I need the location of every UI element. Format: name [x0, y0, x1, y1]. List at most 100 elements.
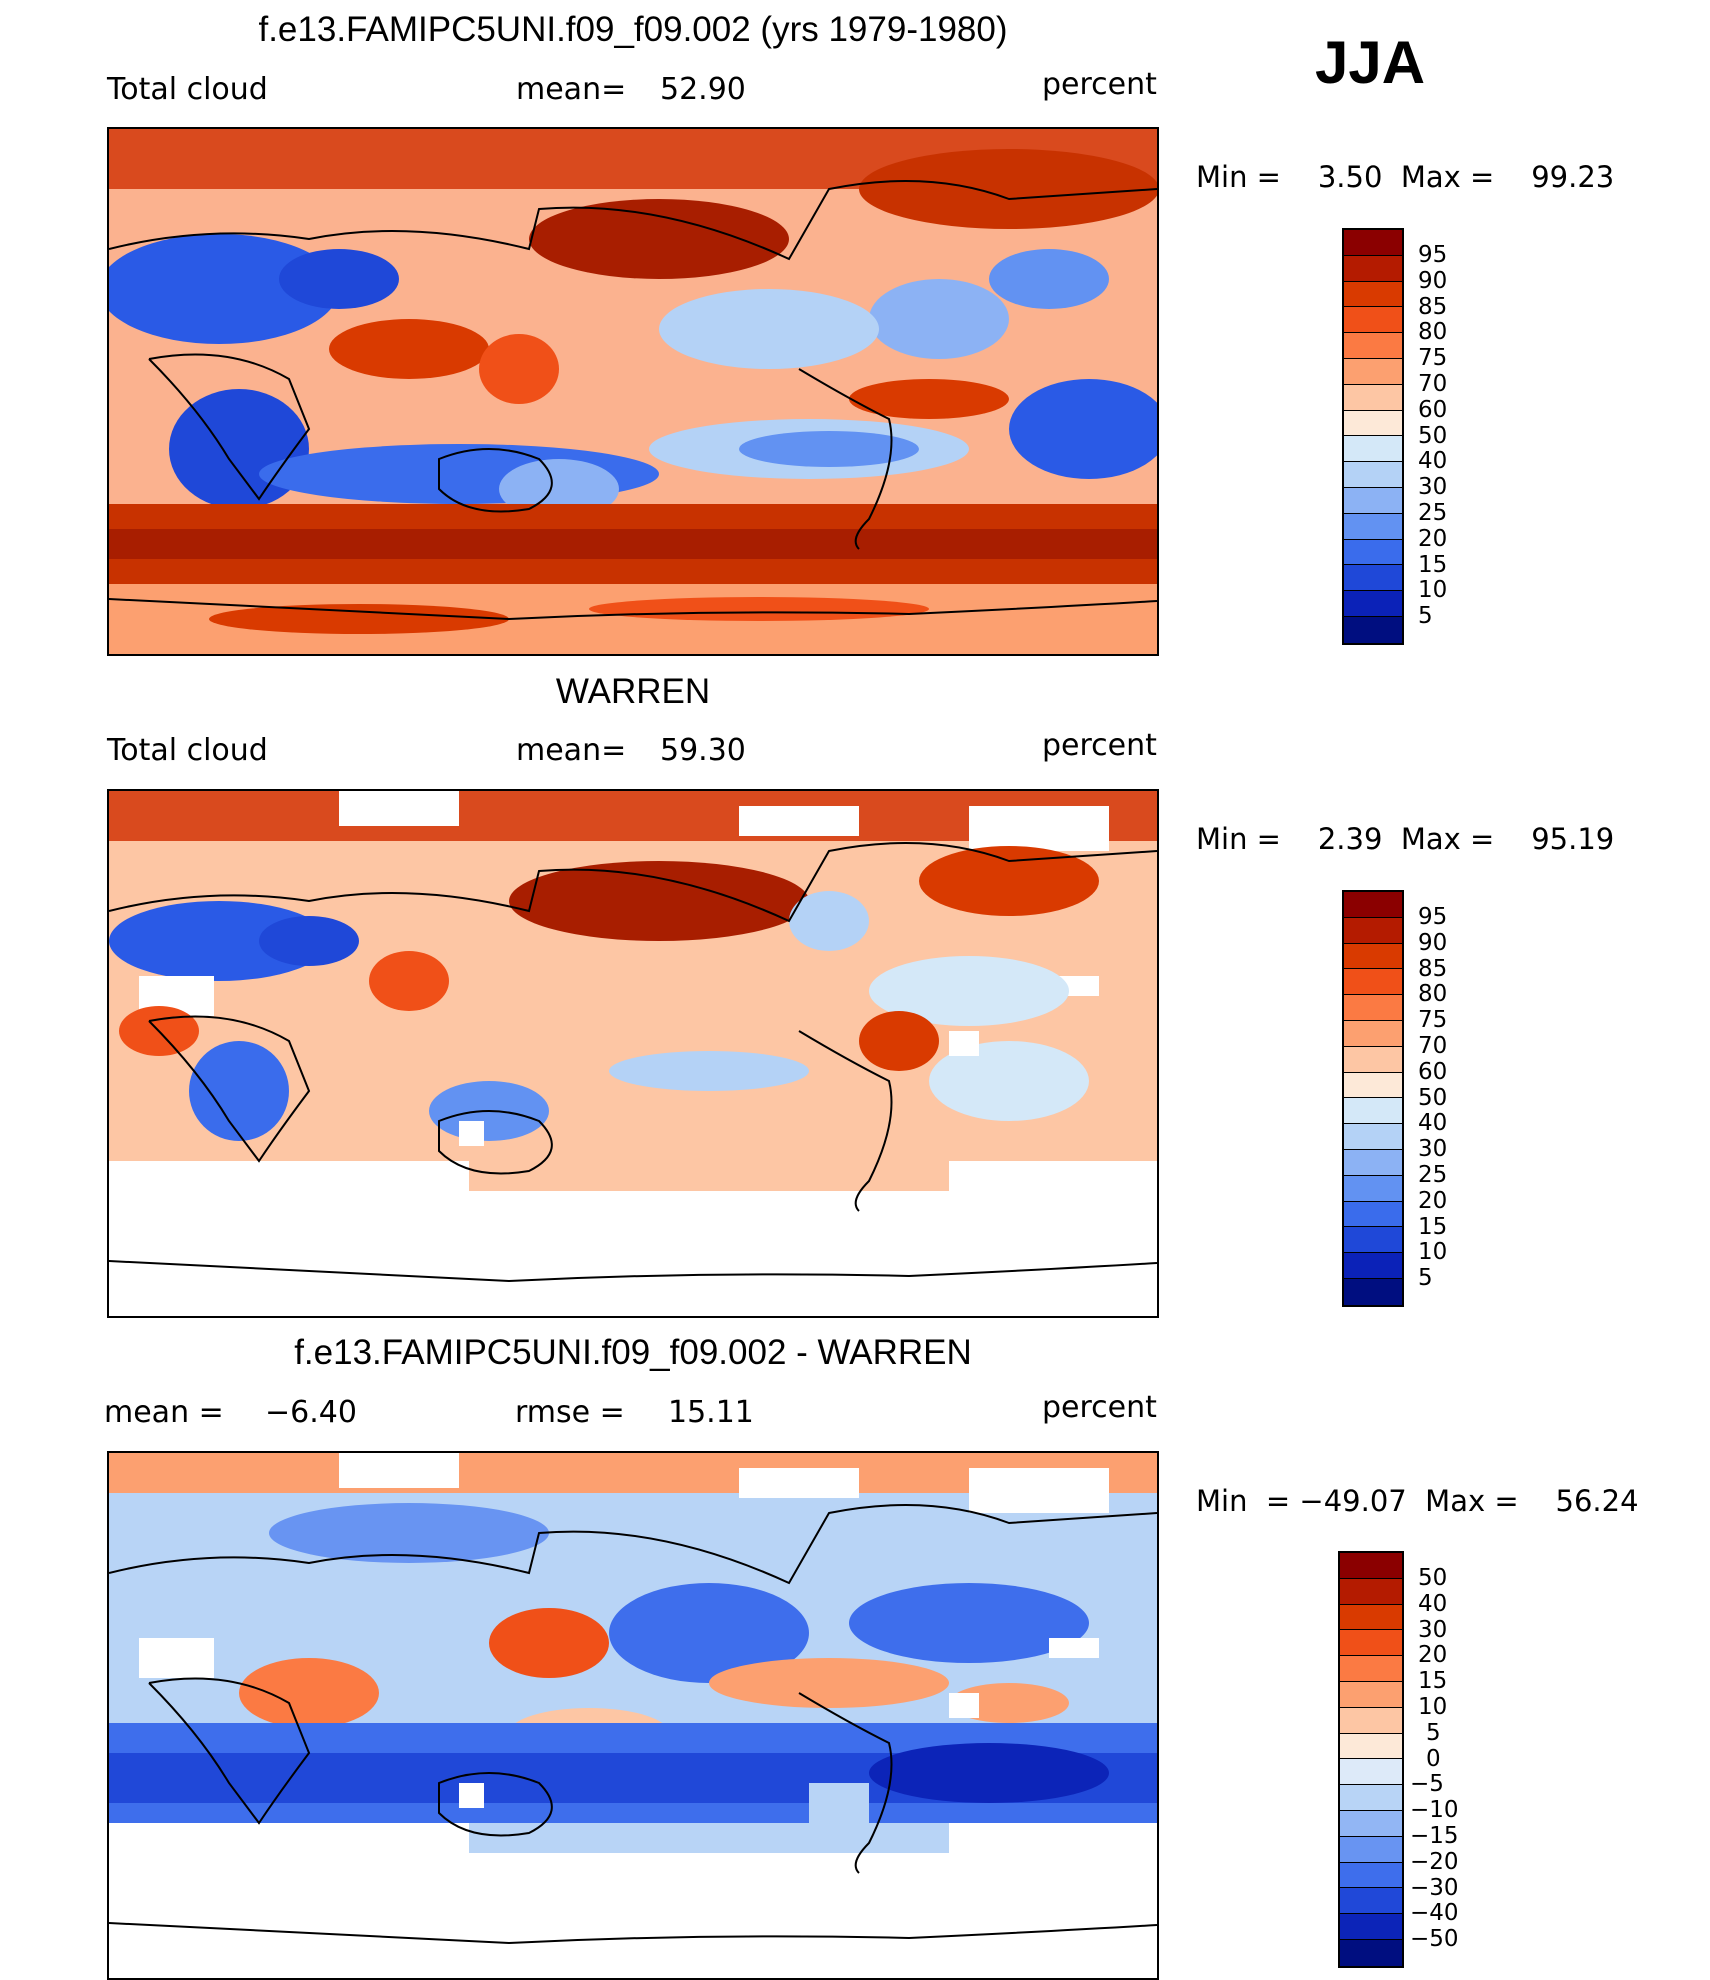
colorbar-label: −40 [1410, 1900, 1459, 1926]
colorbar-label: −50 [1410, 1926, 1459, 1952]
colorbar-swatch [1344, 565, 1402, 592]
colorbar-label: 95 [1418, 904, 1448, 930]
colorbar-label: 25 [1418, 500, 1448, 526]
colorbar-label: 40 [1418, 1110, 1448, 1136]
colorbar-label: −15 [1410, 1823, 1459, 1849]
panel3-title: f.e13.FAMIPC5UNI.f09_f09.002 - WARREN [294, 1333, 972, 1372]
colorbar-swatch [1344, 255, 1402, 282]
colorbar-swatch [1344, 436, 1402, 463]
colorbar-swatch [1344, 917, 1402, 944]
colorbar-label: 10 [1418, 577, 1448, 603]
colorbar-label: 5 [1418, 1265, 1433, 1291]
panel2-variable-label: Total cloud [107, 733, 268, 768]
colorbar-swatch [1344, 1098, 1402, 1125]
panel2-colorbar [1342, 890, 1404, 1307]
colorbar-swatch [1340, 1681, 1402, 1708]
season-label: JJA [1315, 29, 1426, 96]
colorbar-label: 15 [1418, 552, 1448, 578]
colorbar-swatch [1340, 1707, 1402, 1734]
colorbar-swatch [1344, 969, 1402, 996]
panel3-map [107, 1451, 1159, 1980]
colorbar-swatch [1340, 1862, 1402, 1889]
colorbar-swatch [1344, 358, 1402, 385]
colorbar-swatch [1340, 1733, 1402, 1760]
colorbar-swatch [1340, 1810, 1402, 1837]
colorbar-swatch [1340, 1656, 1402, 1682]
panel3-mean-label: mean = [104, 1395, 224, 1430]
colorbar-label: 70 [1418, 371, 1448, 397]
panel1-mean-value: 52.90 [660, 72, 746, 107]
colorbar-label: 40 [1418, 1591, 1448, 1617]
colorbar-label: 75 [1418, 1007, 1448, 1033]
colorbar-swatch [1340, 1785, 1402, 1811]
colorbar-label: 20 [1418, 1642, 1448, 1668]
colorbar-swatch [1344, 281, 1402, 308]
colorbar-swatch [1344, 1124, 1402, 1150]
panel1-minmax: Min = 3.50 Max = 99.23 [1196, 160, 1615, 194]
colorbar-label: 60 [1418, 397, 1448, 423]
colorbar-swatch [1344, 591, 1402, 617]
colorbar-label: 50 [1418, 1085, 1448, 1111]
colorbar-swatch [1344, 410, 1402, 437]
colorbar-label: 80 [1418, 319, 1448, 345]
colorbar-swatch [1344, 513, 1402, 540]
colorbar-swatch [1344, 1072, 1402, 1099]
colorbar-label: 25 [1418, 1162, 1448, 1188]
colorbar-label: 40 [1418, 448, 1448, 474]
colorbar-swatch [1344, 462, 1402, 488]
colorbar-label: 10 [1418, 1239, 1448, 1265]
colorbar-swatch [1340, 1939, 1402, 1966]
panel2-map [107, 789, 1159, 1318]
panel3-minmax: Min = −49.07 Max = 56.24 [1196, 1484, 1639, 1518]
panel3-units: percent [1042, 1390, 1157, 1425]
colorbar-swatch [1344, 333, 1402, 359]
colorbar-label: 95 [1418, 242, 1448, 268]
colorbar-label: 20 [1418, 526, 1448, 552]
panel3-mean-value: −6.40 [265, 1395, 357, 1430]
panel2-mean-label: mean= [516, 733, 627, 768]
colorbar-swatch [1344, 616, 1402, 643]
colorbar-swatch [1344, 230, 1402, 256]
panel2-title: WARREN [555, 672, 711, 711]
colorbar-label: 85 [1418, 956, 1448, 982]
colorbar-label: 90 [1418, 930, 1448, 956]
colorbar-label: 80 [1418, 981, 1448, 1007]
panel2-mean-value: 59.30 [660, 733, 746, 768]
colorbar-label: 20 [1418, 1188, 1448, 1214]
panel2-minmax: Min = 2.39 Max = 95.19 [1196, 822, 1615, 856]
colorbar-swatch [1344, 1020, 1402, 1047]
colorbar-label: −20 [1410, 1849, 1459, 1875]
panel1-map [107, 127, 1159, 656]
colorbar-label: 90 [1418, 268, 1448, 294]
colorbar-swatch [1344, 1278, 1402, 1305]
colorbar-swatch [1344, 307, 1402, 334]
colorbar-swatch [1344, 995, 1402, 1021]
panel3-rmse-value: 15.11 [668, 1395, 754, 1430]
colorbar-label: 30 [1418, 474, 1448, 500]
colorbar-label: 70 [1418, 1033, 1448, 1059]
panel3-colorbar [1338, 1551, 1404, 1968]
colorbar-swatch [1344, 892, 1402, 918]
colorbar-label: 15 [1418, 1214, 1448, 1240]
colorbar-swatch [1344, 1046, 1402, 1073]
colorbar-swatch [1340, 1888, 1402, 1915]
colorbar-swatch [1344, 1227, 1402, 1254]
colorbar-label: 75 [1418, 345, 1448, 371]
colorbar-label: −30 [1410, 1875, 1459, 1901]
colorbar-label: 60 [1418, 1059, 1448, 1085]
colorbar-label: 10 [1418, 1694, 1448, 1720]
colorbar-label: 15 [1418, 1668, 1448, 1694]
panel1-units: percent [1042, 67, 1157, 102]
colorbar-swatch [1340, 1604, 1402, 1631]
colorbar-label: 5 [1426, 1720, 1441, 1746]
colorbar-label: 50 [1418, 1565, 1448, 1591]
panel1-mean-label: mean= [516, 72, 627, 107]
colorbar-swatch [1344, 1175, 1402, 1202]
colorbar-swatch [1344, 1253, 1402, 1279]
colorbar-label: −5 [1410, 1771, 1444, 1797]
panel1-variable-label: Total cloud [107, 72, 268, 107]
colorbar-swatch [1344, 384, 1402, 411]
colorbar-label: 85 [1418, 294, 1448, 320]
colorbar-swatch [1344, 943, 1402, 970]
colorbar-swatch [1344, 539, 1402, 566]
